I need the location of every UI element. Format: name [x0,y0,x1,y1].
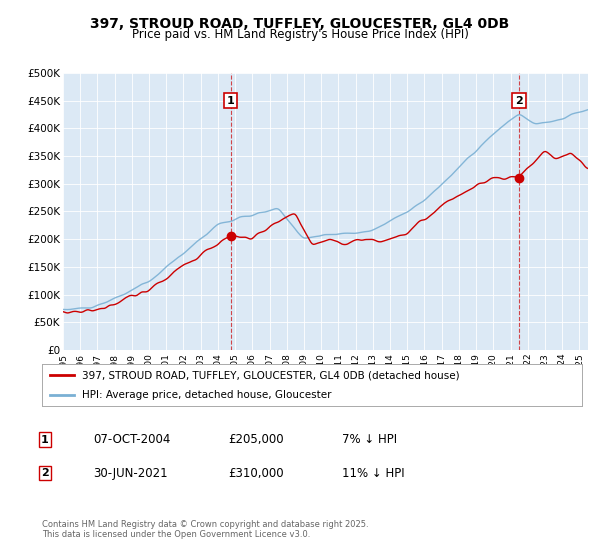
Text: 11% ↓ HPI: 11% ↓ HPI [342,466,404,480]
Text: HPI: Average price, detached house, Gloucester: HPI: Average price, detached house, Glou… [83,390,332,400]
Text: 2: 2 [515,96,523,105]
Text: Contains HM Land Registry data © Crown copyright and database right 2025.
This d: Contains HM Land Registry data © Crown c… [42,520,368,539]
Text: 07-OCT-2004: 07-OCT-2004 [93,433,170,446]
Text: £310,000: £310,000 [228,466,284,480]
Text: 1: 1 [227,96,235,105]
Text: Price paid vs. HM Land Registry's House Price Index (HPI): Price paid vs. HM Land Registry's House … [131,28,469,41]
Text: 2: 2 [41,468,49,478]
Text: 1: 1 [41,435,49,445]
Text: 7% ↓ HPI: 7% ↓ HPI [342,433,397,446]
Text: 30-JUN-2021: 30-JUN-2021 [93,466,167,480]
Text: 397, STROUD ROAD, TUFFLEY, GLOUCESTER, GL4 0DB (detached house): 397, STROUD ROAD, TUFFLEY, GLOUCESTER, G… [83,370,460,380]
Text: £205,000: £205,000 [228,433,284,446]
Text: 397, STROUD ROAD, TUFFLEY, GLOUCESTER, GL4 0DB: 397, STROUD ROAD, TUFFLEY, GLOUCESTER, G… [91,16,509,30]
